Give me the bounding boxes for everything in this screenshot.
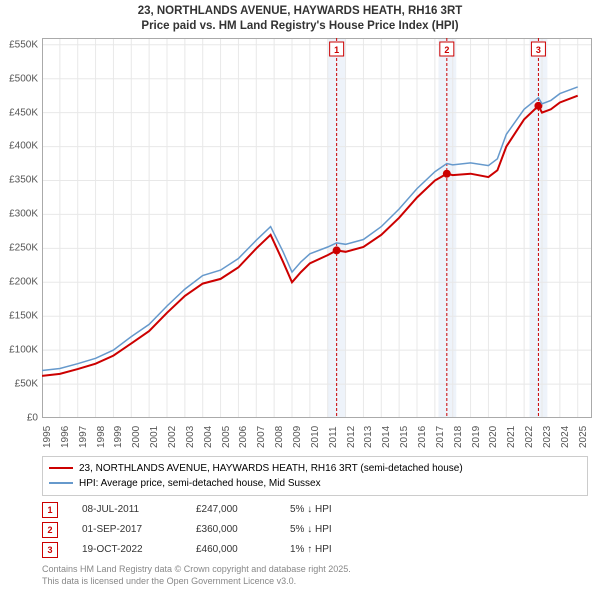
legend-label: 23, NORTHLANDS AVENUE, HAYWARDS HEATH, R… xyxy=(79,461,463,476)
x-tick-label: 2022 xyxy=(524,426,535,448)
sale-marker: 1 xyxy=(42,502,58,518)
x-tick-label: 1999 xyxy=(113,426,124,448)
sales-table: 1 08-JUL-2011 £247,000 5% ↓ HPI 2 01-SEP-2017… xyxy=(42,502,588,558)
x-tick-label: 2009 xyxy=(292,426,303,448)
sale-price: £360,000 xyxy=(196,524,266,535)
x-tick-label: 2007 xyxy=(256,426,267,448)
sale-diff: 1% ↑ HPI xyxy=(290,544,370,555)
y-tick-label: £400K xyxy=(9,141,38,152)
x-tick-label: 2001 xyxy=(149,426,160,448)
x-axis-labels: 1995 1996 1997 1998 1999 2000 2001 2002 2003 2004… xyxy=(42,420,592,450)
y-tick-label: £350K xyxy=(9,175,38,186)
x-tick-label: 2013 xyxy=(363,426,374,448)
sale-row: 2 01-SEP-2017 £360,000 5% ↓ HPI xyxy=(42,522,588,538)
chart-title: 23, NORTHLANDS AVENUE, HAYWARDS HEATH, R… xyxy=(0,0,600,38)
y-axis-labels: £0£50K£100K£150K£200K£250K£300K£350K£400… xyxy=(2,38,40,418)
sale-row: 1 08-JUL-2011 £247,000 5% ↓ HPI xyxy=(42,502,588,518)
footer-line2: This data is licensed under the Open Gov… xyxy=(42,576,588,588)
x-tick-label: 2014 xyxy=(381,426,392,448)
sale-date: 19-OCT-2022 xyxy=(82,544,172,555)
legend-swatch xyxy=(49,482,73,484)
sale-marker: 2 xyxy=(42,522,58,538)
x-tick-label: 2011 xyxy=(328,426,339,448)
x-tick-label: 2003 xyxy=(185,426,196,448)
footer-line1: Contains HM Land Registry data © Crown c… xyxy=(42,564,588,576)
y-tick-label: £500K xyxy=(9,73,38,84)
title-line2: Price paid vs. HM Land Registry's House … xyxy=(0,19,600,34)
sale-price: £247,000 xyxy=(196,504,266,515)
x-tick-label: 1997 xyxy=(78,426,89,448)
x-tick-label: 2021 xyxy=(506,426,517,448)
legend-swatch xyxy=(49,467,73,469)
line-chart-svg: 1 2 3 xyxy=(42,38,592,418)
x-tick-label: 2010 xyxy=(310,426,321,448)
x-tick-label: 2000 xyxy=(131,426,142,448)
x-tick-label: 2023 xyxy=(542,426,553,448)
x-tick-label: 1996 xyxy=(60,426,71,448)
x-tick-label: 1998 xyxy=(96,426,107,448)
y-tick-label: £200K xyxy=(9,277,38,288)
sale-price: £460,000 xyxy=(196,544,266,555)
x-tick-label: 2004 xyxy=(203,426,214,448)
legend-item: 23, NORTHLANDS AVENUE, HAYWARDS HEATH, R… xyxy=(49,461,581,476)
x-tick-label: 2008 xyxy=(274,426,285,448)
y-tick-label: £300K xyxy=(9,209,38,220)
sale-diff: 5% ↓ HPI xyxy=(290,524,370,535)
x-tick-label: 2019 xyxy=(471,426,482,448)
x-tick-label: 2024 xyxy=(560,426,571,448)
svg-text:1: 1 xyxy=(334,45,339,55)
x-tick-label: 2012 xyxy=(346,426,357,448)
x-tick-label: 2020 xyxy=(488,426,499,448)
sale-row: 3 19-OCT-2022 £460,000 1% ↑ HPI xyxy=(42,542,588,558)
footer: Contains HM Land Registry data © Crown c… xyxy=(42,564,588,587)
legend-label: HPI: Average price, semi-detached house,… xyxy=(79,476,321,491)
y-tick-label: £250K xyxy=(9,243,38,254)
legend-item: HPI: Average price, semi-detached house,… xyxy=(49,476,581,491)
sale-marker: 3 xyxy=(42,542,58,558)
x-tick-label: 2025 xyxy=(578,426,589,448)
chart-plot-area: 123 £0£50K£100K£150K£200K£250K£300K£350K… xyxy=(42,38,592,418)
sale-date: 08-JUL-2011 xyxy=(82,504,172,515)
x-tick-label: 2006 xyxy=(238,426,249,448)
y-tick-label: £0 xyxy=(27,412,38,423)
y-tick-label: £550K xyxy=(9,39,38,50)
x-tick-label: 1995 xyxy=(42,426,53,448)
svg-text:2: 2 xyxy=(444,45,449,55)
sale-diff: 5% ↓ HPI xyxy=(290,504,370,515)
x-tick-label: 2017 xyxy=(435,426,446,448)
y-tick-label: £50K xyxy=(15,378,38,389)
svg-text:3: 3 xyxy=(536,45,541,55)
y-tick-label: £100K xyxy=(9,345,38,356)
x-tick-label: 2016 xyxy=(417,426,428,448)
chart-container: 23, NORTHLANDS AVENUE, HAYWARDS HEATH, R… xyxy=(0,0,600,590)
y-tick-label: £450K xyxy=(9,107,38,118)
x-tick-label: 2002 xyxy=(167,426,178,448)
x-tick-label: 2018 xyxy=(453,426,464,448)
y-tick-label: £150K xyxy=(9,311,38,322)
x-tick-label: 2005 xyxy=(221,426,232,448)
title-line1: 23, NORTHLANDS AVENUE, HAYWARDS HEATH, R… xyxy=(0,4,600,19)
legend: 23, NORTHLANDS AVENUE, HAYWARDS HEATH, R… xyxy=(42,456,588,496)
sale-date: 01-SEP-2017 xyxy=(82,524,172,535)
x-tick-label: 2015 xyxy=(399,426,410,448)
